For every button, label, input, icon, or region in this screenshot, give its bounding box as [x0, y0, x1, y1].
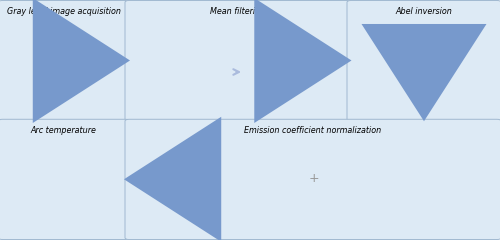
FancyBboxPatch shape — [0, 0, 129, 121]
FancyBboxPatch shape — [347, 0, 500, 121]
X-axis label: Temperature (K)× 10³: Temperature (K)× 10³ — [167, 226, 220, 231]
X-axis label: Radial distance (mm): Radial distance (mm) — [204, 111, 256, 116]
Bar — [36, 45, 38, 85]
Bar — [72, 45, 73, 85]
FancyBboxPatch shape — [28, 44, 86, 86]
Circle shape — [79, 53, 90, 77]
FancyBboxPatch shape — [0, 119, 129, 240]
Text: Emission coefficient normalization: Emission coefficient normalization — [244, 126, 382, 135]
Y-axis label: Intensity counts: Intensity counts — [118, 48, 122, 88]
Y-axis label: Emission coefficient: Emission coefficient — [343, 157, 348, 206]
Y-axis label: Intensity counts: Intensity counts — [186, 48, 190, 88]
Circle shape — [76, 46, 94, 84]
FancyBboxPatch shape — [10, 47, 30, 83]
X-axis label: Radial distance (mm): Radial distance (mm) — [136, 111, 188, 116]
Text: Gray level image acquisition: Gray level image acquisition — [7, 7, 121, 16]
Text: +: + — [308, 172, 320, 185]
FancyBboxPatch shape — [125, 0, 350, 121]
Bar — [46, 45, 48, 85]
FancyBboxPatch shape — [125, 119, 500, 240]
Y-axis label: Normalize mission
coefficient (A.U.): Normalize mission coefficient (A.U.) — [130, 162, 139, 202]
Text: Abel inversion: Abel inversion — [396, 7, 452, 16]
Circle shape — [99, 50, 112, 79]
Y-axis label: Temperature (K): Temperature (K) — [0, 162, 4, 202]
X-axis label: Radial distance (mm): Radial distance (mm) — [380, 226, 432, 231]
X-axis label: Radical distance (mm): Radical distance (mm) — [38, 226, 93, 231]
Circle shape — [101, 55, 110, 75]
Text: Arc temperature: Arc temperature — [31, 126, 96, 135]
Legend: Emission
coefficient, Peak: Emission coefficient, Peak — [209, 147, 236, 162]
Bar — [58, 45, 59, 85]
Text: Mean filtering: Mean filtering — [210, 7, 266, 16]
Circle shape — [24, 55, 34, 75]
